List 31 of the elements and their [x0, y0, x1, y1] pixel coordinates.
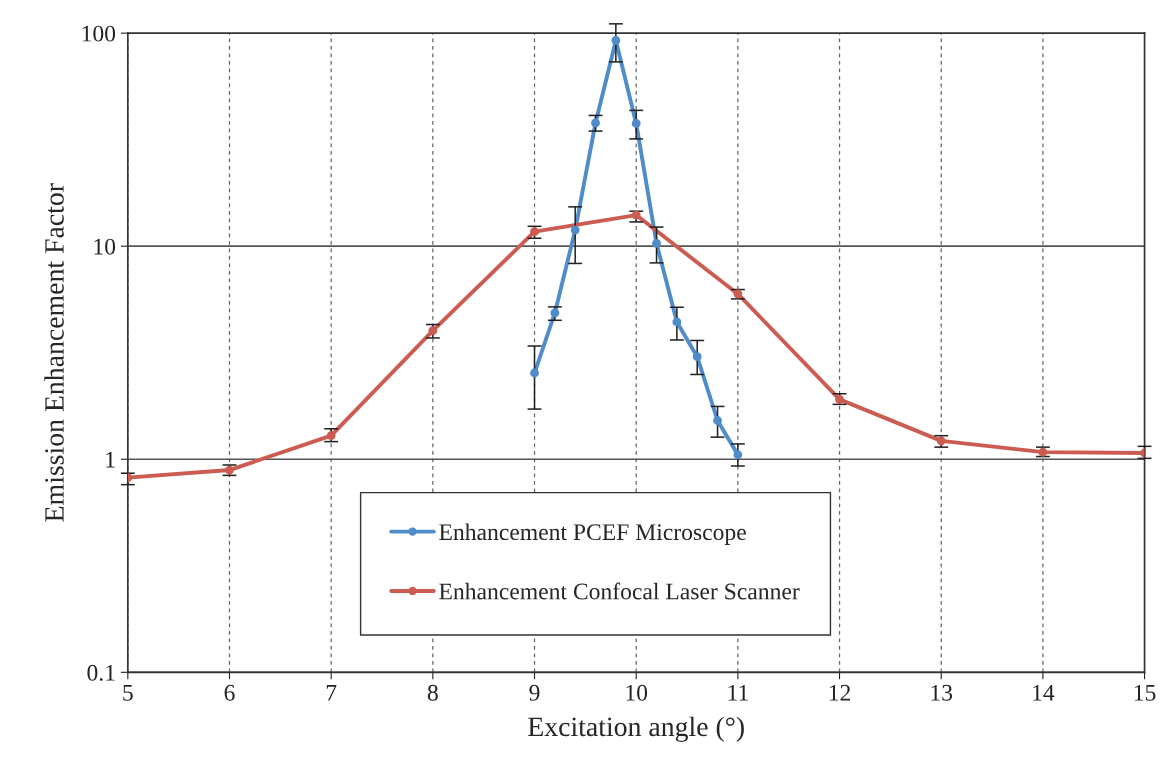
- point: [530, 368, 539, 378]
- x-tick-label: 6: [224, 684, 235, 701]
- point: [591, 118, 600, 128]
- x-tick-label: 10: [626, 684, 648, 701]
- x-tick-label: 7: [326, 685, 337, 701]
- x-tick-label: 9: [529, 684, 540, 701]
- x-tick-label: 12: [829, 684, 851, 701]
- point: [631, 119, 641, 128]
- point: [692, 352, 702, 362]
- x-tick-label: 14: [1033, 684, 1055, 701]
- x-tick-label: 11: [728, 684, 748, 701]
- y-tick-label: 1: [106, 451, 115, 468]
- point: [428, 326, 438, 335]
- point: [733, 450, 743, 460]
- x-axis-title: Excitation angle (°): [528, 716, 744, 742]
- point: [672, 317, 682, 327]
- legend-label: Enhancement PCEF Microscope: [439, 523, 746, 545]
- point: [611, 36, 621, 45]
- x-tick-label: 15: [1134, 684, 1156, 701]
- point: [713, 416, 722, 425]
- point: [652, 239, 661, 248]
- point: [570, 225, 580, 235]
- x-tick-label: 8: [427, 684, 438, 701]
- legend-label: Enhancement Confocal Laser Scanner: [439, 582, 800, 600]
- y-tick-label: 100: [82, 25, 116, 42]
- y-axis-title: Emission Enhancement Factor: [44, 183, 64, 522]
- x-tick-label: 13: [931, 684, 953, 701]
- x-tick-label: 5: [123, 685, 133, 701]
- y-tick-label: 10: [94, 238, 116, 255]
- point: [550, 308, 560, 318]
- y-tick-label: 0.1: [87, 664, 115, 681]
